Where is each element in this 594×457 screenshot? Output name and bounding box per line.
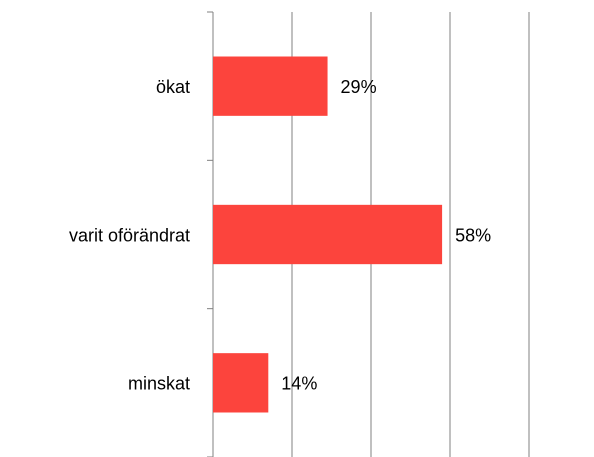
data-label: 58% (455, 225, 491, 245)
y-tick-label: ökat (156, 77, 190, 97)
bar (213, 204, 443, 265)
data-label: 29% (341, 77, 377, 97)
y-tick-label: minskat (128, 374, 190, 394)
bar (213, 353, 269, 413)
bar (213, 56, 328, 116)
data-label: 14% (281, 374, 317, 394)
y-tick-label: varit oförändrat (69, 225, 190, 245)
